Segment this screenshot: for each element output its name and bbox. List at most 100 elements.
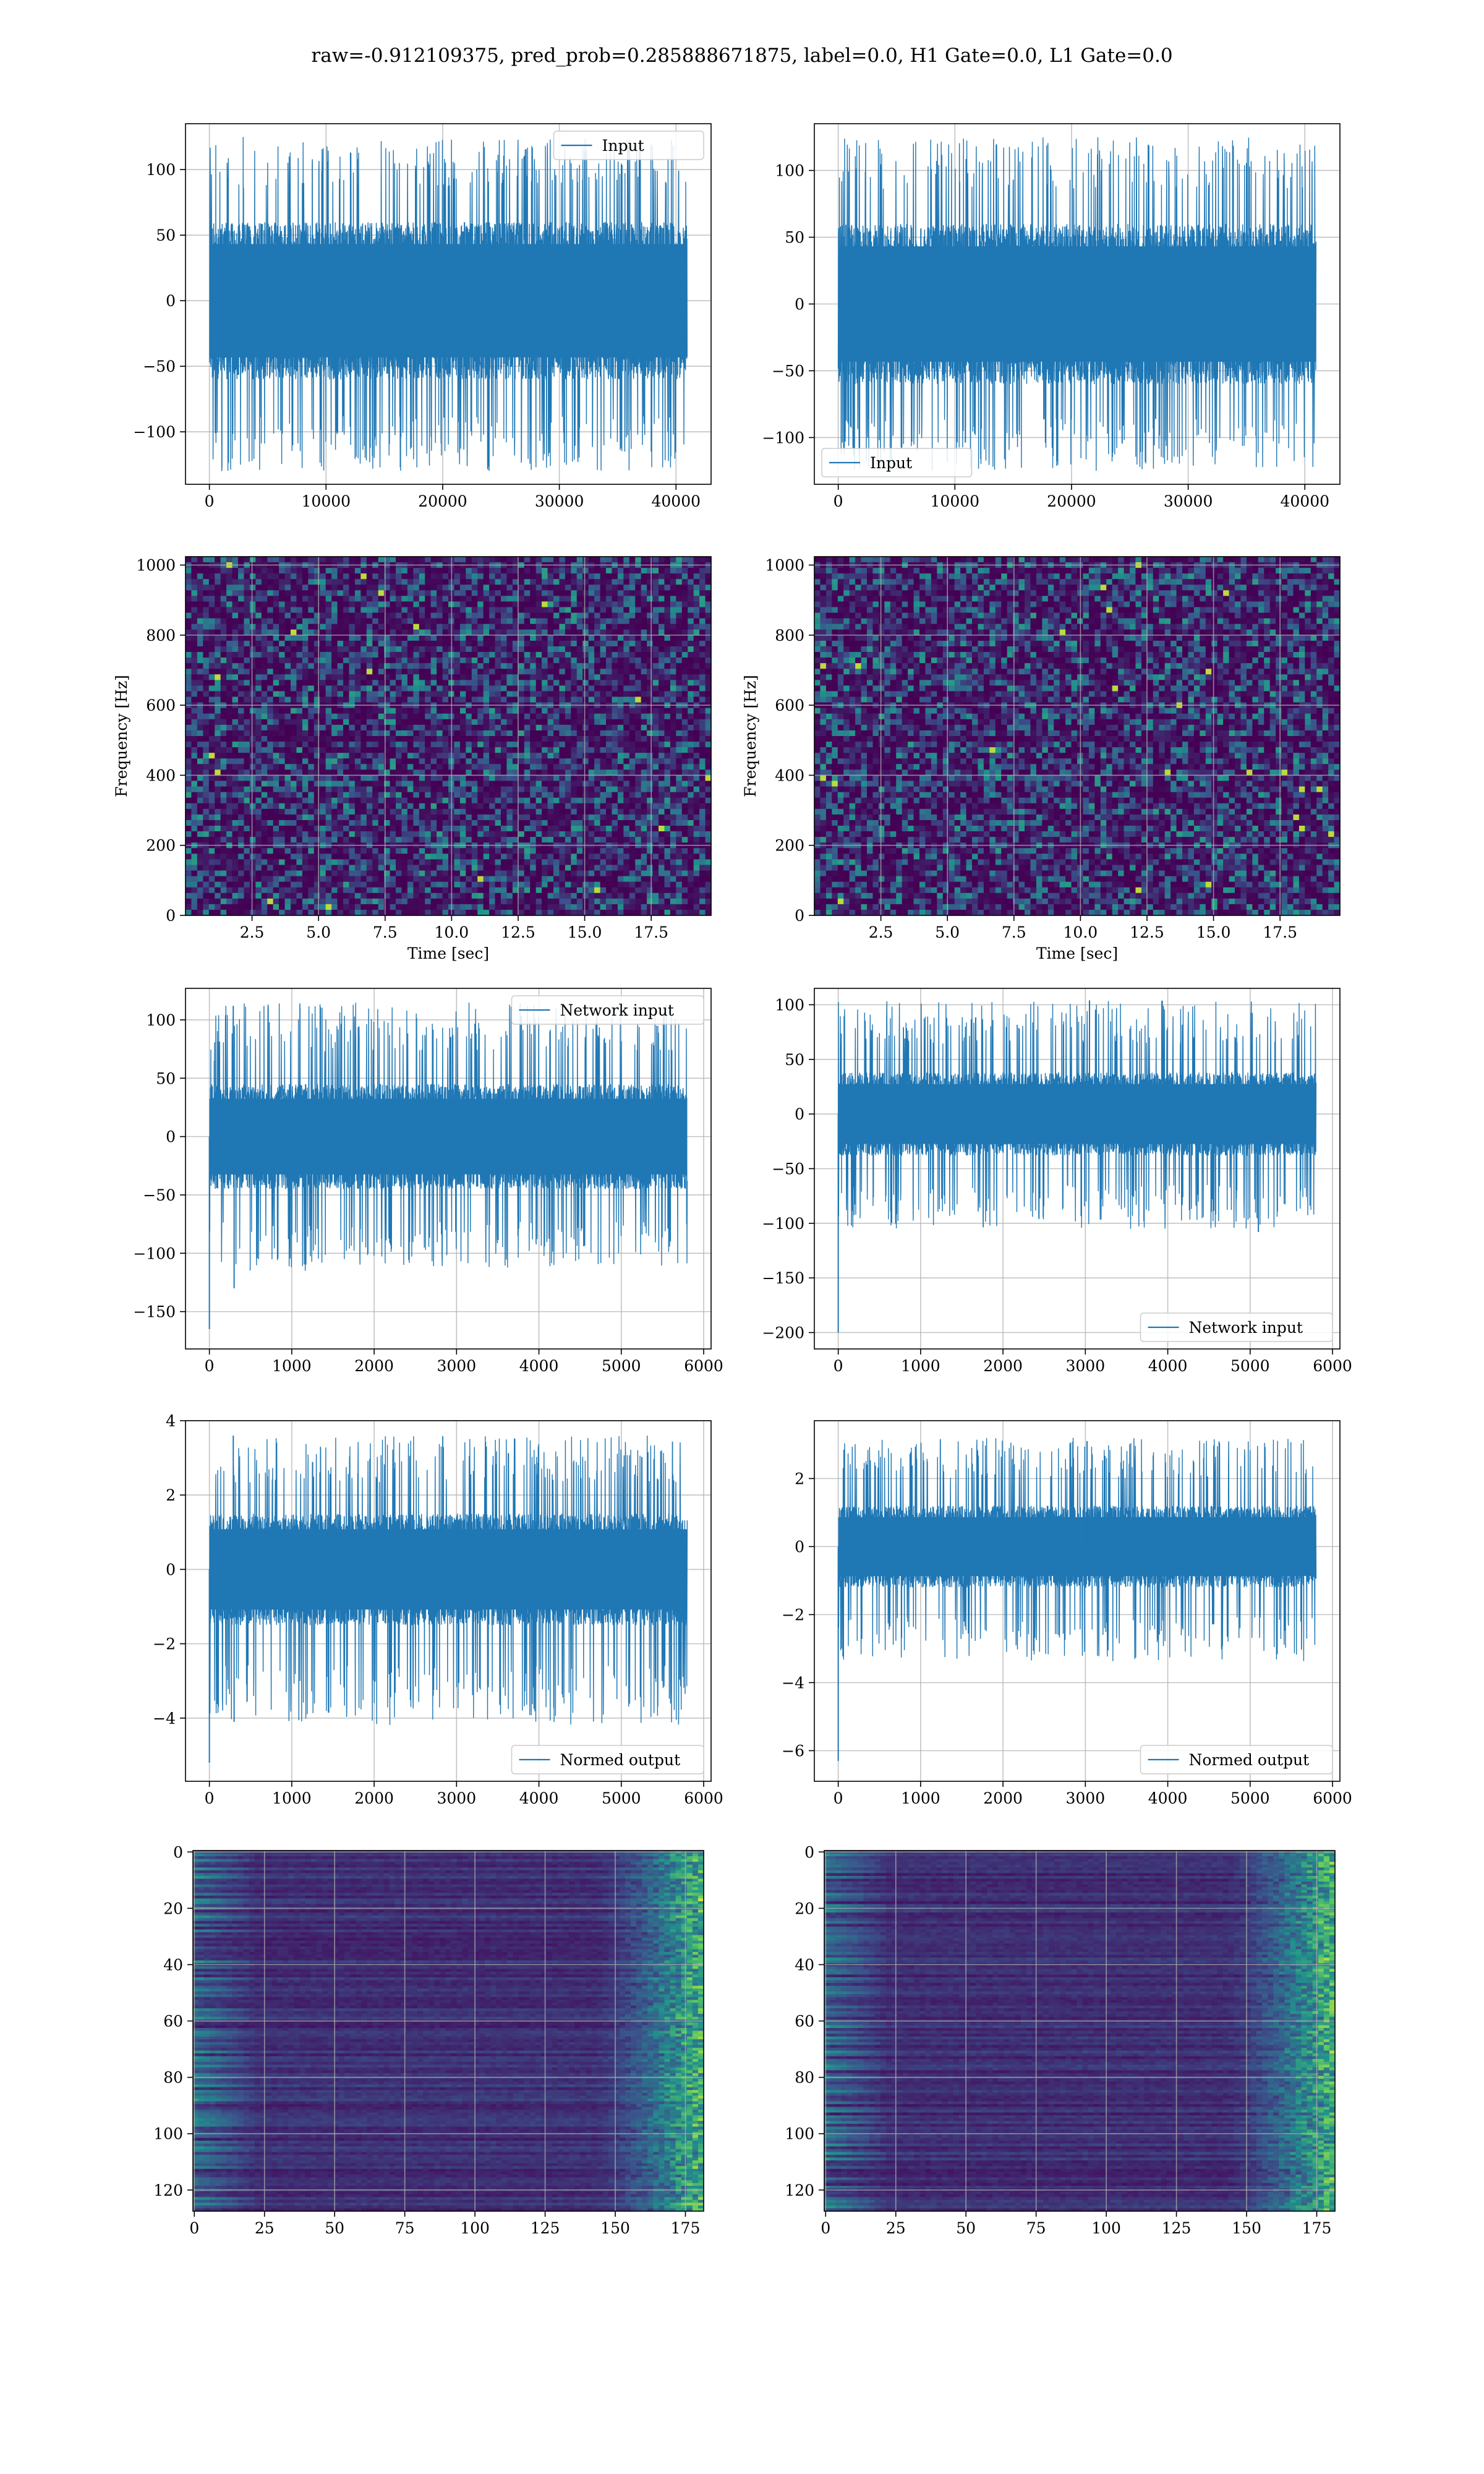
heatmap-cell (571, 680, 577, 686)
heatmap-cell (367, 641, 373, 647)
heatmap-cell (250, 697, 256, 703)
heatmap-cell (664, 714, 670, 720)
x-tick-label: 0 (834, 492, 843, 510)
heatmap-cell (670, 708, 676, 714)
heatmap-cell (589, 708, 595, 714)
heatmap-cell (401, 618, 407, 625)
heatmap-cell (296, 657, 302, 664)
heatmap-cell (536, 618, 542, 625)
heatmap-cell (472, 697, 478, 703)
heatmap-cell (688, 663, 694, 669)
heatmap-cell (553, 630, 560, 636)
heatmap-cell (706, 674, 712, 680)
heatmap-cell (647, 624, 653, 630)
heatmap-cell (191, 573, 197, 580)
heatmap-cell (589, 685, 595, 691)
heatmap-cell (238, 697, 244, 703)
heatmap-cell (273, 657, 279, 664)
heatmap-cell (524, 607, 531, 614)
heatmap-cell (477, 568, 484, 574)
heatmap-cell (559, 613, 565, 619)
heatmap-cell (273, 669, 279, 675)
heatmap-cell (460, 568, 466, 574)
heatmap-cell (664, 657, 670, 664)
heatmap-cell (612, 641, 618, 647)
heatmap-cell (548, 680, 554, 686)
heatmap-cell (238, 663, 244, 669)
heatmap-cell (226, 641, 232, 647)
heatmap-cell (606, 596, 612, 602)
heatmap-cell (647, 669, 653, 675)
heatmap-cell (618, 652, 624, 658)
heatmap-cell (443, 618, 449, 625)
heatmap-cell (355, 602, 361, 608)
heatmap-cell (466, 618, 472, 625)
heatmap-cell (238, 646, 244, 653)
heatmap-cell (536, 602, 542, 608)
heatmap-cell (577, 657, 583, 664)
heatmap-cell (338, 641, 344, 647)
heatmap-cell (594, 602, 600, 608)
heatmap-cell (343, 691, 349, 698)
heatmap-cell (431, 719, 437, 726)
heatmap-cell (571, 736, 577, 742)
heatmap-cell (255, 697, 262, 703)
heatmap-cell (425, 584, 431, 591)
heatmap-cell (635, 708, 641, 714)
heatmap-cell (688, 607, 694, 614)
heatmap-cell (495, 691, 501, 698)
heatmap-cell (548, 590, 554, 596)
heatmap-cell (308, 736, 314, 742)
heatmap-cell (326, 579, 332, 585)
heatmap-cell (221, 719, 227, 726)
heatmap-cell (594, 697, 600, 703)
heatmap-cell (641, 691, 647, 698)
heatmap-cell (378, 618, 385, 625)
heatmap-cell (419, 657, 425, 664)
heatmap-cell (495, 641, 501, 647)
heatmap-cell (694, 573, 700, 580)
heatmap-cell (670, 652, 676, 658)
heatmap-cell (360, 691, 367, 698)
heatmap-cell (670, 568, 676, 574)
heatmap-cell (582, 641, 589, 647)
heatmap-cell (600, 596, 607, 602)
heatmap-cell (454, 730, 460, 737)
heatmap-cell (191, 579, 197, 585)
heatmap-cell (489, 685, 495, 691)
heatmap-cell (425, 641, 431, 647)
heatmap-cell (589, 579, 595, 585)
heatmap-cell (343, 573, 349, 580)
heatmap-cell (291, 602, 297, 608)
heatmap-cell (232, 641, 239, 647)
heatmap-cell (477, 725, 484, 731)
heatmap-cell (606, 725, 612, 731)
heatmap-cell (694, 607, 700, 614)
heatmap-cell (232, 646, 239, 653)
heatmap-cell (653, 584, 659, 591)
heatmap-cell (255, 646, 262, 653)
heatmap-cell (600, 635, 607, 641)
heatmap-cell (291, 663, 297, 669)
heatmap-cell (694, 708, 700, 714)
heatmap-cell (367, 607, 373, 614)
heatmap-cell (530, 557, 536, 563)
heatmap-cell (372, 674, 378, 680)
heatmap-cell (226, 635, 232, 641)
heatmap-cell (267, 635, 273, 641)
heatmap-cell (454, 646, 460, 653)
heatmap-cell (600, 630, 607, 636)
heatmap-cell (542, 579, 548, 585)
heatmap-cell (396, 602, 402, 608)
heatmap-cell (203, 630, 209, 636)
heatmap-cell (407, 596, 414, 602)
heatmap-cell (565, 691, 571, 698)
heatmap-cell (571, 635, 577, 641)
heatmap-cell (226, 725, 232, 731)
heatmap-cell (203, 624, 209, 630)
heatmap-cell (326, 714, 332, 720)
heatmap-cell (419, 719, 425, 726)
heatmap-cell (484, 697, 490, 703)
heatmap-cell (413, 596, 419, 602)
heatmap-cell (331, 708, 338, 714)
